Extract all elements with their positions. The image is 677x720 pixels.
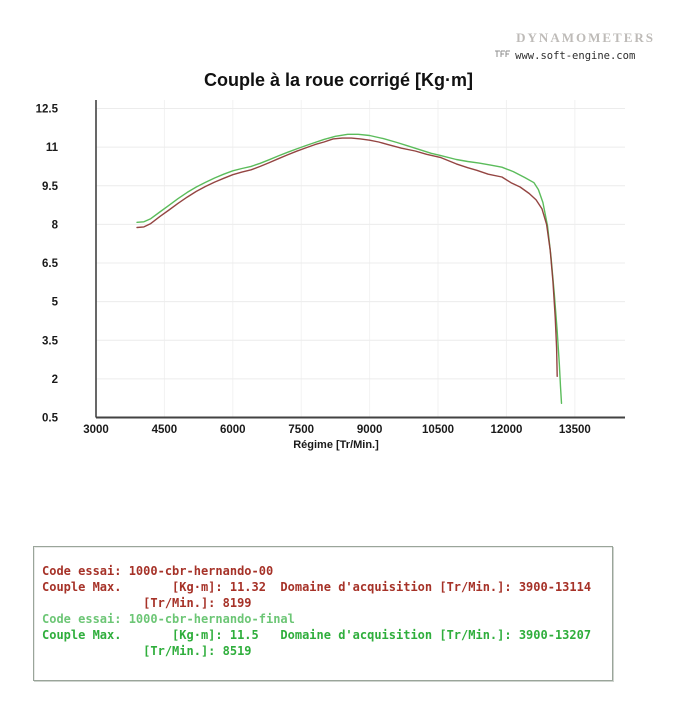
y-tick-label: 12.5 bbox=[36, 104, 59, 116]
x-tick-label: 6000 bbox=[220, 424, 246, 436]
y-tick-label: 6.5 bbox=[42, 258, 59, 270]
infobox-line-code-essai-2: Code essai: 1000-cbr-hernando-final bbox=[42, 612, 295, 626]
y-tick-label: 3.5 bbox=[42, 335, 59, 347]
x-tick-label: 3000 bbox=[83, 424, 109, 436]
brand-url-text: www.soft-engine.com bbox=[515, 49, 636, 62]
curve-1000-cbr-hernando-final bbox=[136, 133, 563, 404]
y-tick-label: 5 bbox=[52, 297, 59, 309]
infobox-line-rpm-max-1: [Tr/Min.]: 8199 bbox=[42, 596, 252, 610]
y-tick-label: 2 bbox=[52, 374, 58, 386]
brand-mark-icon bbox=[494, 49, 511, 62]
brand-url-row: www.soft-engine.com bbox=[494, 49, 655, 62]
infobox-line-rpm-max-2: [Tr/Min.]: 8519 bbox=[42, 644, 252, 658]
y-tick-label: 8 bbox=[52, 219, 59, 231]
y-tick-label: 11 bbox=[46, 142, 59, 154]
x-tick-label: 12000 bbox=[490, 424, 522, 436]
x-tick-label: 4500 bbox=[152, 424, 178, 436]
curve-1000-cbr-hernando-00 bbox=[136, 137, 558, 377]
chart-canvas: 0.5 2 3.5 5 6.5 8 9.5 11 12.5 3000 4500 6000 7500 900… bbox=[36, 100, 625, 436]
torque-chart: 0.5 2 3.5 5 6.5 8 9.5 11 12.5 3000 4500 6000 7500 900… bbox=[36, 100, 625, 451]
infobox-line-couple-max-2: Couple Max. [Kg·m]: 11.5 Domaine d'acqui… bbox=[42, 628, 592, 642]
brand-name-text: DYNAMOMETERS bbox=[516, 30, 655, 45]
x-axis-title: Régime [Tr/Min.] bbox=[293, 439, 379, 451]
infobox-line-code-essai-1: Code essai: 1000-cbr-hernando-00 bbox=[42, 564, 274, 578]
x-tick-label: 9000 bbox=[357, 424, 383, 436]
results-infobox: Code essai: 1000-cbr-hernando-00 Couple … bbox=[33, 546, 613, 681]
x-tick-label: 13500 bbox=[559, 424, 591, 436]
y-tick-label: 9.5 bbox=[42, 181, 59, 193]
x-tick-label: 10500 bbox=[422, 424, 454, 436]
chart-title: Couple à la roue corrigé [Kg·m] bbox=[203, 70, 474, 90]
infobox-line-couple-max-1: Couple Max. [Kg·m]: 11.32 Domaine d'acqu… bbox=[42, 580, 592, 594]
y-tick-label: 0.5 bbox=[42, 413, 59, 425]
x-tick-label: 7500 bbox=[288, 424, 314, 436]
brand-logo: DYNAMOMETERS www.soft-engine.com bbox=[494, 30, 655, 62]
